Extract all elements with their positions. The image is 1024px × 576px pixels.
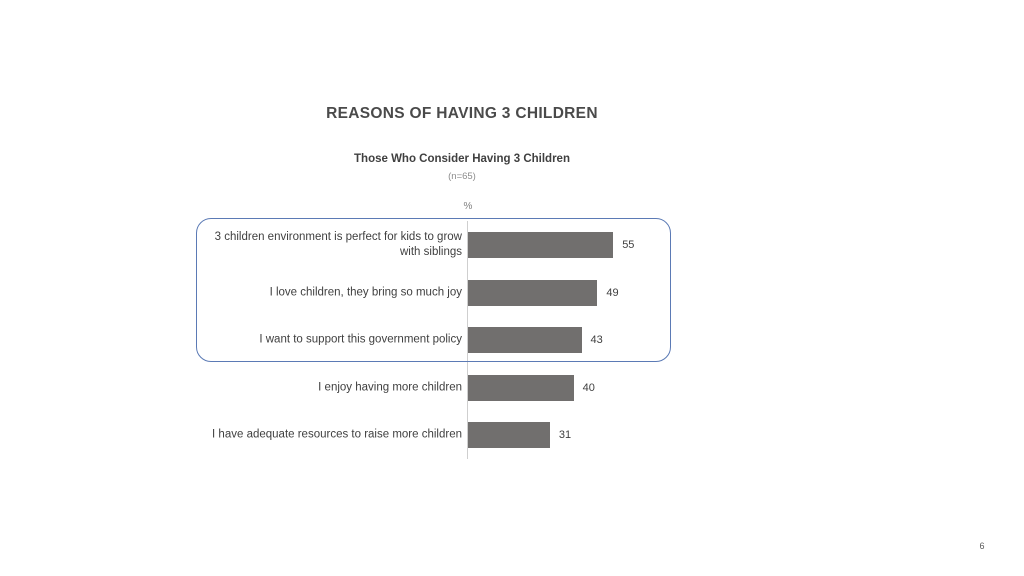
chart-title: REASONS OF HAVING 3 CHILDREN — [326, 105, 598, 122]
bar — [468, 327, 582, 353]
value-label: 40 — [582, 381, 595, 394]
page-number: 6 — [979, 541, 985, 551]
chart-axis-line — [467, 221, 468, 459]
sample-size-label: (n=65) — [448, 171, 476, 182]
category-label: I want to support this government policy — [259, 333, 462, 346]
category-label: I love children, they bring so much joy — [269, 286, 462, 298]
category-label: 3 children environment is perfect for ki… — [214, 231, 462, 258]
chart-subtitle: Those Who Consider Having 3 Children — [354, 153, 570, 165]
value-label: 43 — [590, 334, 603, 346]
value-label: 49 — [606, 286, 619, 299]
bar — [468, 374, 574, 401]
bar — [468, 232, 614, 258]
bar — [468, 422, 550, 448]
value-label: 55 — [622, 239, 635, 251]
percent-unit-label: % — [463, 201, 473, 212]
bar — [468, 279, 598, 306]
category-label: I have adequate resources to raise more … — [212, 428, 462, 441]
category-label: I enjoy having more children — [318, 381, 462, 393]
value-label: 31 — [558, 429, 572, 441]
